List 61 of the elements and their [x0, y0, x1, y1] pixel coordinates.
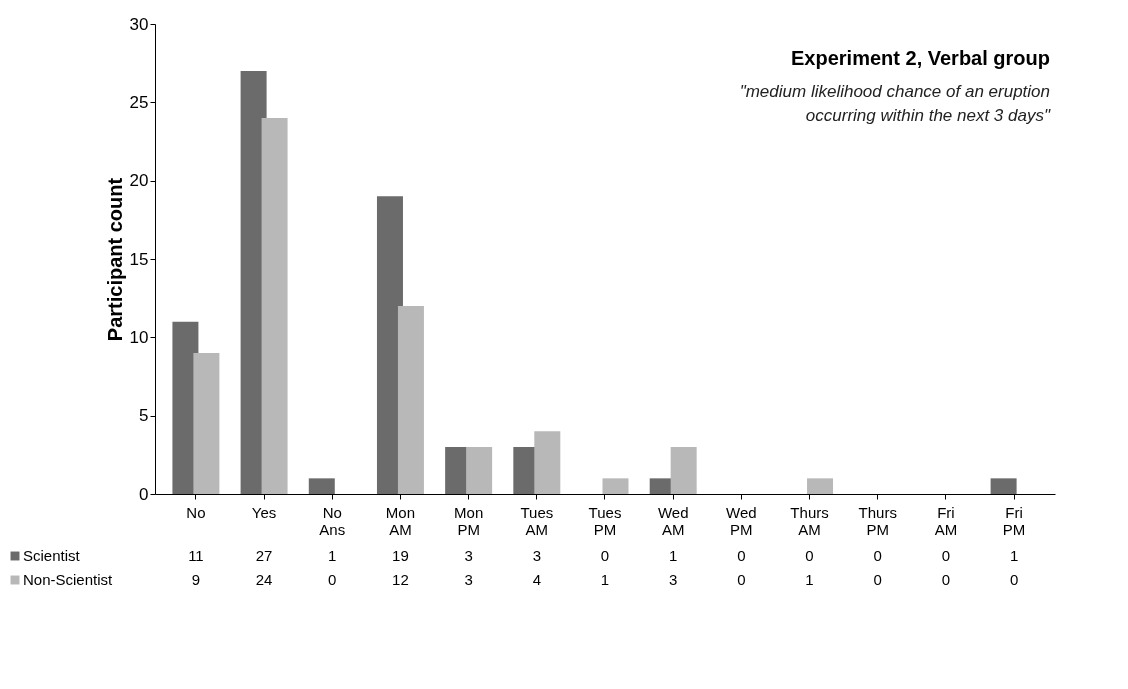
- x-tick-label: Mon PM: [454, 503, 484, 538]
- data-label: 1: [328, 547, 337, 564]
- y-tick-label: 15: [129, 249, 149, 269]
- data-label: 9: [191, 571, 201, 588]
- data-label: 3: [669, 571, 678, 588]
- data-label: 3: [464, 571, 473, 588]
- bar: [308, 478, 335, 494]
- y-tick-label: 5: [139, 406, 149, 426]
- data-label: 0: [328, 571, 337, 588]
- y-axis-title: Participant count: [103, 177, 126, 342]
- data-label: 0: [600, 547, 610, 564]
- data-label: 0: [805, 547, 814, 564]
- bar: [466, 447, 493, 494]
- data-label: 0: [873, 571, 882, 588]
- bar: [670, 447, 697, 494]
- data-label: 1: [669, 547, 678, 564]
- bar: [807, 478, 834, 494]
- y-tick-label: 10: [129, 327, 149, 347]
- data-label: 3: [464, 547, 473, 564]
- data-label: 0: [737, 547, 746, 564]
- x-tick-label: Wed PM: [726, 503, 757, 538]
- data-label: 1: [600, 571, 610, 588]
- data-label: 0: [941, 571, 951, 588]
- bar: [990, 478, 1017, 494]
- x-tick-label: Tues PM: [588, 503, 622, 538]
- data-label: 19: [392, 547, 409, 564]
- data-label: 0: [1009, 571, 1019, 588]
- legend-label: Non-Scientist: [23, 571, 114, 588]
- text: "medium likelihood chance of an eruption occurring within the next 3 days": [739, 82, 1051, 125]
- data-label: 1: [1009, 547, 1019, 564]
- legend-label: Scientist: [23, 547, 81, 564]
- x-tick-label: Thurs PM: [858, 503, 897, 538]
- y-tick-label: 25: [129, 92, 149, 112]
- x-tick-label: Wed AM: [657, 503, 689, 538]
- y-tick-label: 30: [129, 14, 149, 34]
- bar: [397, 306, 424, 494]
- x-tick-label: Fri PM: [1002, 503, 1026, 538]
- data-label: 3: [532, 547, 541, 564]
- x-tick-label: Yes: [251, 503, 277, 521]
- bar: [534, 431, 561, 494]
- data-label: 0: [873, 547, 882, 564]
- data-label: 1: [805, 571, 814, 588]
- x-tick-label: Thurs AM: [790, 503, 829, 538]
- bar: [193, 353, 220, 494]
- data-label: 27: [255, 547, 273, 564]
- data-label: 4: [532, 571, 541, 588]
- data-label: 12: [392, 571, 409, 588]
- x-tick-label: No: [186, 503, 206, 521]
- x-tick-label: Fri AM: [934, 503, 958, 538]
- text: Experiment 2, Verbal group: [791, 47, 1050, 69]
- data-label: 24: [255, 571, 273, 588]
- y-tick-label: 0: [139, 484, 149, 504]
- y-tick-label: 20: [129, 171, 149, 191]
- x-tick-label: No Ans: [319, 503, 346, 538]
- x-tick-label: Mon AM: [385, 503, 416, 538]
- data-label: 0: [737, 571, 746, 588]
- bar: [602, 478, 629, 494]
- bar: [261, 118, 288, 494]
- data-label: 0: [941, 547, 951, 564]
- x-tick-label: Tues AM: [520, 503, 554, 538]
- data-label: 11: [188, 547, 204, 564]
